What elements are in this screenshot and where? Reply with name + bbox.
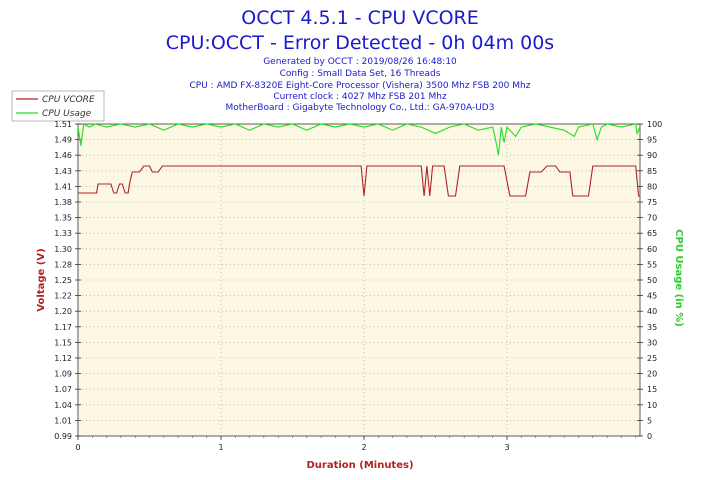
- legend-label-vcore: CPU VCORE: [42, 95, 95, 105]
- y2-tick-label: 75: [647, 198, 657, 207]
- info-line-generated: Generated by OCCT : 2019/08/26 16:48:10: [263, 57, 457, 67]
- y2-tick-label: 80: [647, 182, 657, 191]
- info-line-config: Config : Small Data Set, 16 Threads: [280, 69, 441, 79]
- series-line-cpu-usage: [77, 123, 641, 156]
- y-tick-label: 1.41: [54, 182, 72, 191]
- y2-tick-label: 85: [647, 167, 657, 176]
- y-tick-label: 1.49: [54, 136, 72, 145]
- series-layer: [77, 123, 641, 197]
- x-axis-title: Duration (Minutes): [306, 460, 413, 471]
- y2-tick-label: 35: [647, 323, 657, 332]
- x-tick-label: 3: [504, 443, 509, 452]
- y-tick-label: 1.07: [54, 385, 72, 394]
- y-tick-label: 1.20: [54, 307, 72, 316]
- y2-axis-title: CPU Usage (in %): [673, 229, 684, 327]
- y-tick-label: 1.43: [54, 167, 72, 176]
- x-tick-label: 1: [218, 443, 223, 452]
- y-tick-label: 1.12: [54, 354, 72, 363]
- y2-tick-label: 45: [647, 292, 657, 301]
- info-line-motherboard: MotherBoard : Gigabyte Technology Co., L…: [226, 103, 495, 113]
- y2-tick-label: 65: [647, 229, 657, 238]
- y-tick-label: 1.15: [54, 338, 72, 347]
- y-tick-label: 1.09: [54, 370, 72, 379]
- y2-tick-label: 10: [647, 401, 657, 410]
- y-tick-label: 1.33: [54, 229, 72, 238]
- y-tick-label: 1.38: [54, 198, 72, 207]
- y-tick-label: 1.51: [54, 120, 72, 129]
- y2-tick-label: 25: [647, 354, 657, 363]
- y2-tick-label: 100: [647, 120, 662, 129]
- y-tick-label: 1.46: [54, 151, 72, 160]
- y2-tick-label: 70: [647, 214, 657, 223]
- y-axis-title: Voltage (V): [36, 248, 47, 311]
- y-tick-label: 1.22: [54, 292, 72, 301]
- y2-tick-label: 50: [647, 276, 657, 285]
- y-tick-label: 1.30: [54, 245, 72, 254]
- x-tick-label: 0: [75, 443, 80, 452]
- y-tick-label: 1.04: [54, 401, 72, 410]
- y2-tick-label: 95: [647, 136, 657, 145]
- info-line-clock: Current clock : 4027 Mhz FSB 201 Mhz: [273, 92, 447, 102]
- legend-label-usage: CPU Usage: [42, 109, 92, 119]
- y2-tick-label: 20: [647, 370, 657, 379]
- info-line-cpu: CPU : AMD FX-8320E Eight-Core Processor …: [190, 81, 531, 91]
- legend: CPU VCORE CPU Usage: [11, 90, 105, 122]
- y-tick-label: 1.01: [54, 416, 72, 425]
- y-tick-label: 1.25: [54, 276, 72, 285]
- y2-tick-label: 15: [647, 385, 657, 394]
- x-axis: 0 1 2 3: [75, 436, 636, 452]
- y2-tick-label: 5: [647, 416, 652, 425]
- y2-tick-label: 0: [647, 432, 652, 441]
- y2-tick-label: 55: [647, 260, 657, 269]
- y-axis-left: 0.99 1.01 1.04 1.07 1.09 1.12 1.15 1.17 1.20 1.22…: [54, 120, 81, 441]
- chart-title: OCCT 4.5.1 - CPU VCORE: [241, 7, 479, 29]
- legend-box: [11, 90, 105, 122]
- x-tick-label: 2: [361, 443, 366, 452]
- y-axis-right: 0 5 10 15 20 25 30 35 40 45 50 55 60 65 70 75 80 85 90 95 10…: [637, 120, 662, 441]
- y2-tick-label: 60: [647, 245, 657, 254]
- y2-tick-label: 30: [647, 338, 657, 347]
- y2-tick-label: 90: [647, 151, 657, 160]
- y-tick-label: 1.28: [54, 260, 72, 269]
- y-tick-label: 0.99: [54, 432, 72, 441]
- grid: [78, 124, 640, 436]
- y-tick-label: 1.35: [54, 214, 72, 223]
- chart-subtitle: CPU:OCCT - Error Detected - 0h 04m 00s: [166, 32, 554, 54]
- y2-tick-label: 40: [647, 307, 657, 316]
- y-tick-label: 1.17: [54, 323, 72, 332]
- series-line-cpu-vcore: [78, 165, 640, 197]
